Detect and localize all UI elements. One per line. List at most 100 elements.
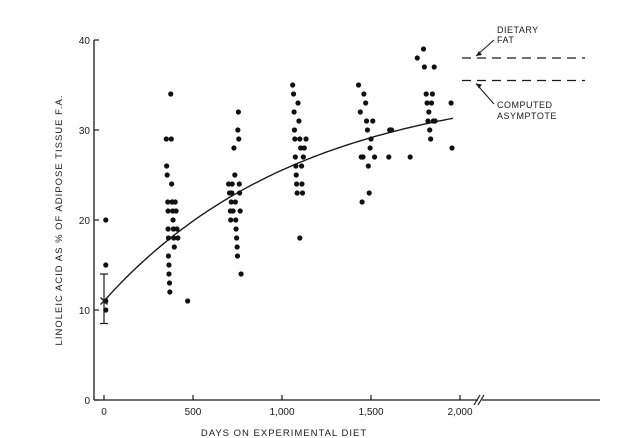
data-point (232, 172, 238, 178)
data-point (163, 136, 169, 142)
data-point (234, 235, 240, 241)
data-point (234, 244, 240, 250)
data-point (165, 253, 172, 259)
data-point (292, 136, 298, 142)
data-point (174, 226, 180, 232)
data-point (300, 154, 306, 160)
data-point (237, 190, 243, 196)
data-point (228, 217, 234, 223)
data-point (166, 280, 173, 286)
data-point (299, 190, 306, 196)
data-point (235, 109, 241, 115)
data-point (407, 154, 413, 160)
data-point (364, 127, 371, 133)
x-tick-label: 2,000 (447, 407, 472, 418)
data-point (234, 253, 241, 259)
data-point (165, 235, 172, 241)
data-point (230, 208, 236, 214)
data-point (295, 100, 301, 106)
data-point (366, 190, 372, 196)
axis-break-mark (473, 394, 481, 406)
computed-asymptote-label: COMPUTED (497, 100, 553, 110)
data-point (297, 136, 303, 142)
data-point (291, 127, 298, 133)
data-point (291, 109, 297, 115)
data-point (164, 163, 170, 169)
data-point (168, 91, 174, 97)
y-tick-label: 0 (84, 396, 90, 407)
data-point (170, 226, 177, 232)
y-tick-label: 20 (79, 216, 91, 227)
data-point (355, 82, 362, 88)
data-point (303, 136, 309, 142)
x-tick-label: 1,500 (358, 407, 383, 418)
dietary-fat-label: DIETARY (497, 25, 539, 35)
data-point (164, 172, 170, 178)
data-point (363, 118, 370, 124)
data-point (293, 163, 299, 169)
data-point (367, 145, 373, 151)
data-point (426, 109, 432, 115)
data-point (299, 181, 305, 187)
data-point (226, 181, 232, 187)
data-point (173, 208, 179, 214)
data-point (363, 100, 369, 106)
data-point (185, 298, 191, 304)
data-point (168, 136, 174, 142)
data-point (236, 181, 242, 187)
x-tick-label: 1,000 (269, 407, 294, 418)
computed-asymptote-label: ASYMPTOTE (497, 111, 557, 121)
data-point (233, 217, 239, 223)
x-tick-label: 500 (185, 407, 202, 418)
fit-curve-layer (103, 117, 454, 302)
data-point (165, 226, 171, 232)
data-point (368, 136, 374, 142)
data-point (290, 91, 297, 97)
data-point (301, 145, 307, 151)
y-tick-label: 30 (79, 126, 91, 137)
data-point (432, 118, 438, 124)
data-point (297, 235, 303, 241)
data-point (165, 208, 171, 214)
baseline-error-bar (100, 273, 108, 325)
data-point (423, 91, 429, 97)
data-point (360, 154, 366, 160)
y-tick-label: 40 (79, 36, 91, 47)
data-point (172, 199, 178, 205)
fit-curve (103, 117, 454, 302)
axes: 0 10 20 30 40 0 500 1,000 1,500 2,000 DAYS ON EXPE… (54, 36, 600, 438)
data-point (237, 208, 243, 214)
data-points (103, 46, 455, 313)
data-point (165, 199, 171, 205)
data-point (414, 55, 420, 61)
data-point (175, 235, 181, 241)
data-point (428, 136, 434, 142)
y-axis-title: LINOLEIC ACID AS % OF ADIPOSE TISSUE F.A… (54, 95, 65, 346)
data-point (449, 145, 455, 151)
data-point (427, 127, 433, 133)
data-point (171, 244, 177, 250)
data-point (228, 199, 234, 205)
data-point (103, 262, 109, 268)
x-tick-label: 0 (101, 407, 107, 418)
data-point (229, 181, 235, 187)
data-point (388, 127, 395, 133)
data-point (166, 271, 172, 277)
data-point (167, 289, 173, 295)
data-point (293, 181, 300, 187)
data-point (370, 118, 376, 124)
data-point (424, 100, 430, 106)
data-point (166, 262, 172, 268)
data-point (238, 271, 244, 277)
data-point (420, 46, 427, 52)
data-point (428, 100, 435, 106)
data-point (386, 154, 392, 160)
x-axis-title: DAYS ON EXPERIMENTAL DIET (201, 428, 367, 438)
data-point (431, 64, 437, 70)
data-point (357, 109, 363, 115)
axis-break-mark (477, 394, 485, 406)
y-tick-label: 10 (79, 306, 91, 317)
data-point (371, 154, 378, 160)
